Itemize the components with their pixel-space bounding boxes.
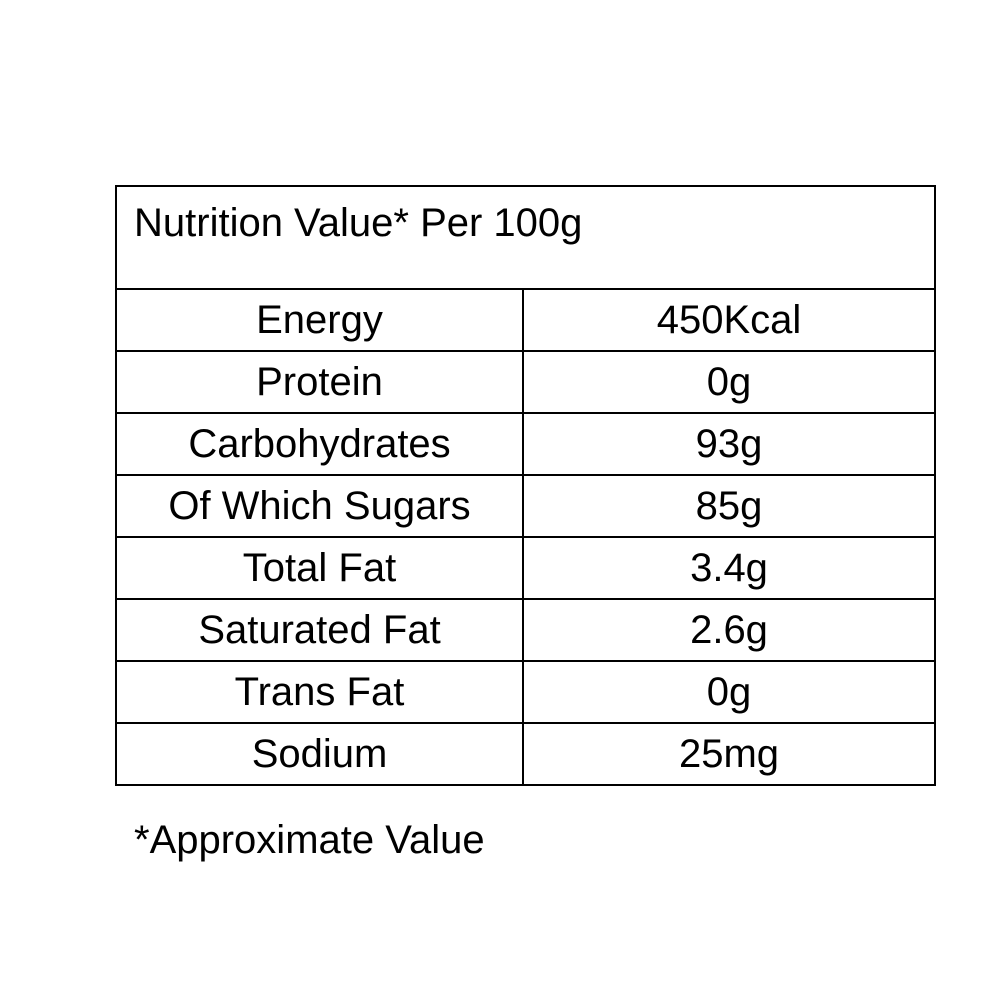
table-row: Carbohydrates 93g <box>115 412 937 476</box>
table-row: Protein 0g <box>115 350 937 414</box>
nutrient-value: 0g <box>521 660 937 724</box>
nutrient-name: Carbohydrates <box>115 412 524 476</box>
nutrient-name: Saturated Fat <box>115 598 524 662</box>
nutrient-name: Trans Fat <box>115 660 524 724</box>
nutrient-value: 2.6g <box>521 598 937 662</box>
nutrient-value: 3.4g <box>521 536 937 600</box>
table-row: Sodium 25mg <box>115 722 937 786</box>
nutrient-name: Of Which Sugars <box>115 474 524 538</box>
nutrient-value: 0g <box>521 350 937 414</box>
nutrient-value: 450Kcal <box>521 288 937 352</box>
nutrient-value: 85g <box>521 474 937 538</box>
nutrient-name: Total Fat <box>115 536 524 600</box>
nutrient-name: Protein <box>115 350 524 414</box>
nutrient-value: 93g <box>521 412 937 476</box>
nutrient-value: 25mg <box>521 722 937 786</box>
nutrient-name: Energy <box>115 288 524 352</box>
table-row: Total Fat 3.4g <box>115 536 937 600</box>
table-title-row: Nutrition Value* Per 100g <box>114 185 937 290</box>
nutrient-name: Sodium <box>115 722 524 786</box>
table-row: Trans Fat 0g <box>115 660 937 724</box>
table-title: Nutrition Value* Per 100g <box>114 185 937 290</box>
nutrition-table: Nutrition Value* Per 100g Energy 450Kcal… <box>114 185 937 786</box>
table-row: Of Which Sugars 85g <box>115 474 937 538</box>
table-row: Saturated Fat 2.6g <box>115 598 937 662</box>
table-row: Energy 450Kcal <box>115 288 937 352</box>
footnote: *Approximate Value <box>134 818 485 862</box>
